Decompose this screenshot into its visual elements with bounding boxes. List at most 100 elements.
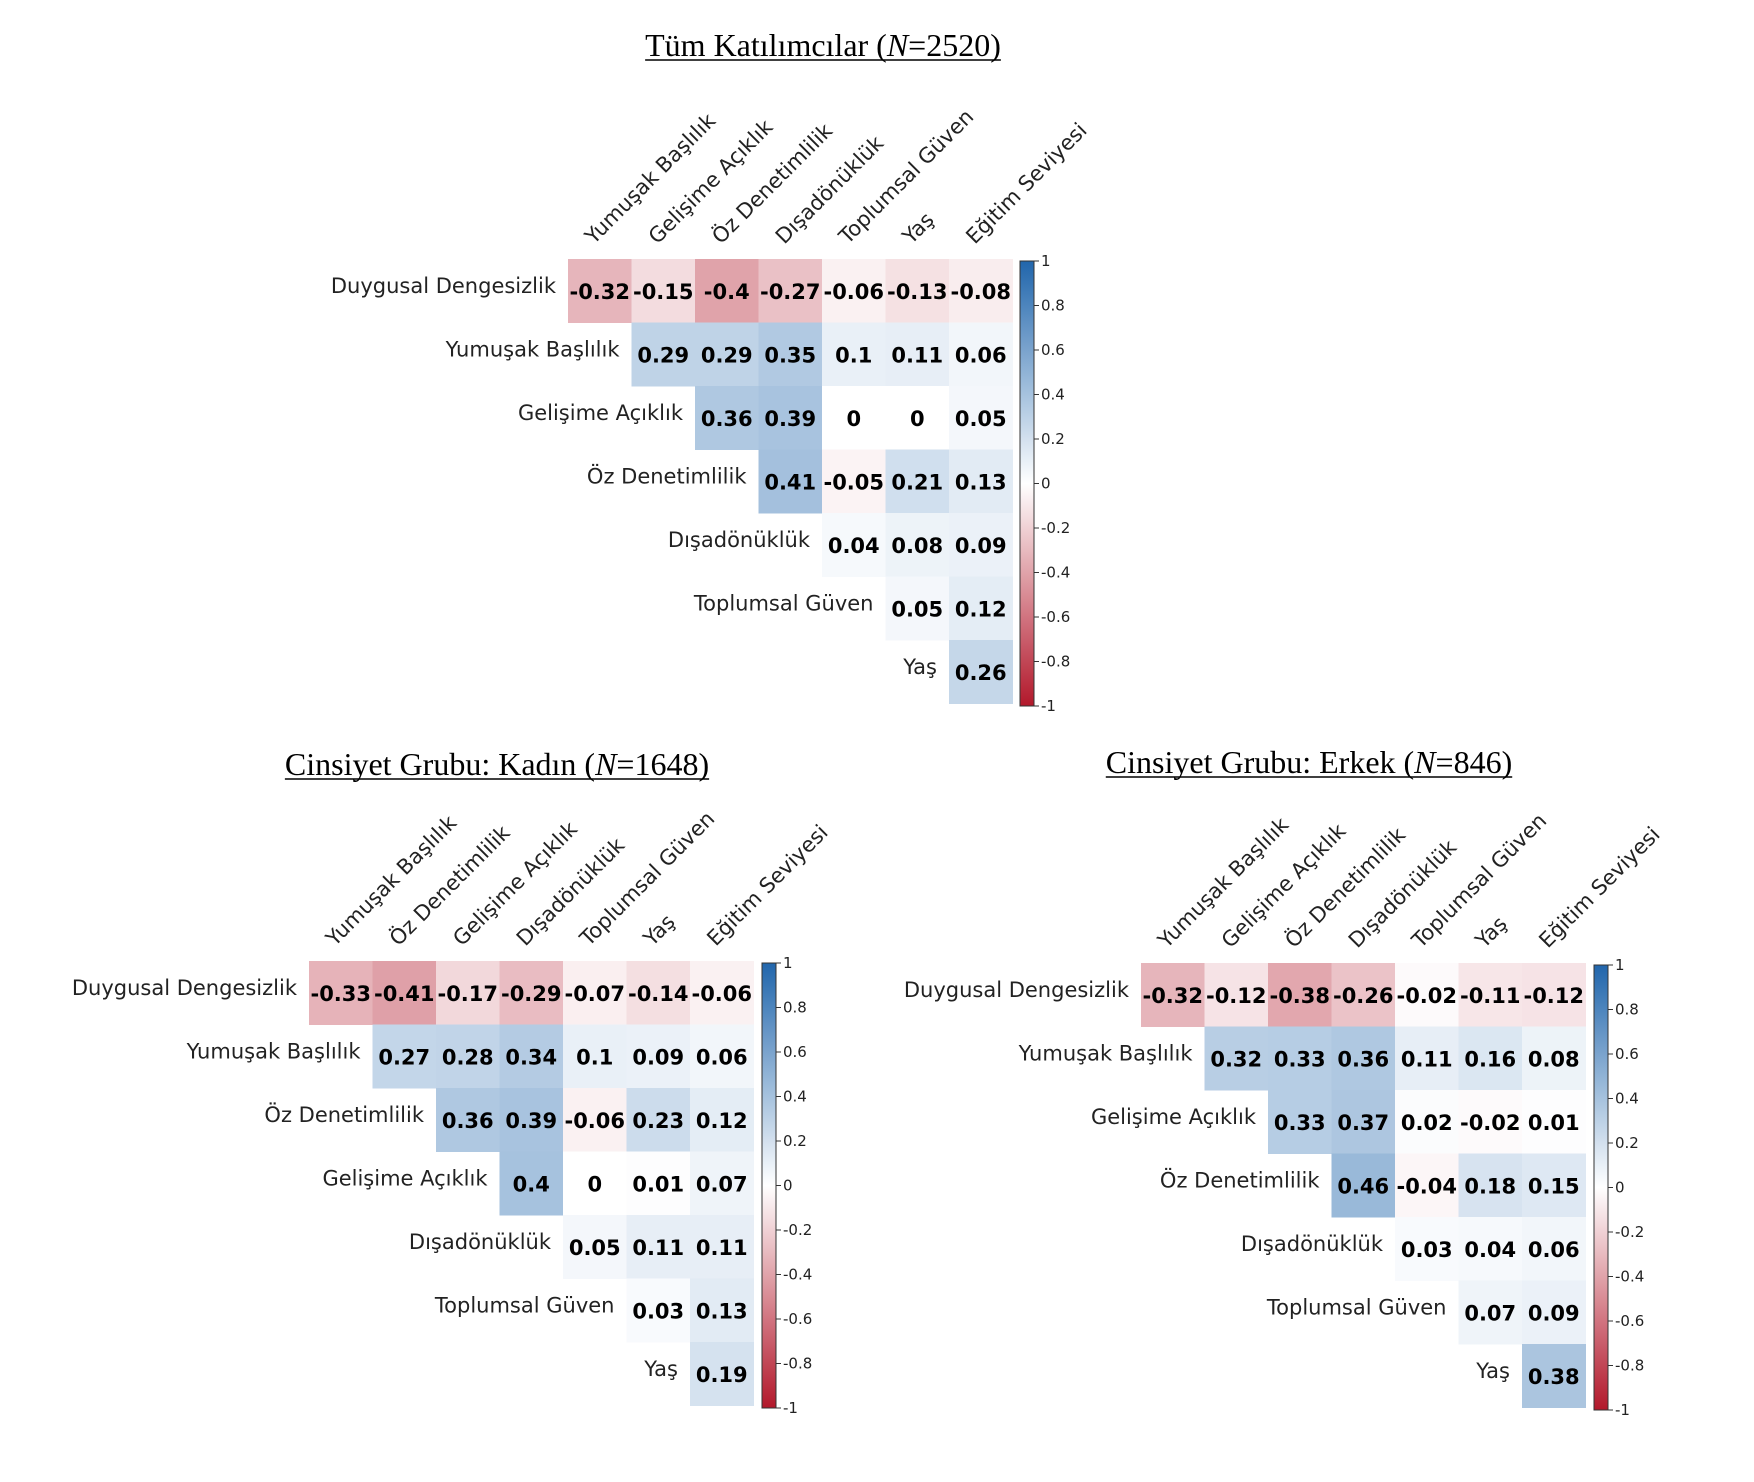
row-label: Yaş bbox=[1475, 1359, 1510, 1383]
row-label: Gelişime Açıklık bbox=[518, 401, 684, 425]
row-label: Gelişime Açıklık bbox=[322, 1166, 488, 1190]
cell-value-label: -0.06 bbox=[564, 1109, 625, 1133]
panel-title: Cinsiyet Grubu: Kadın (N=1648) bbox=[285, 746, 709, 782]
heatmap-cell bbox=[626, 1215, 691, 1279]
heatmap-cell bbox=[436, 1024, 500, 1089]
column-label: Dışadönüklük bbox=[771, 131, 889, 249]
row-label: Toplumsal Güven bbox=[434, 1293, 615, 1317]
row-label: Dışadönüklük bbox=[1241, 1232, 1384, 1256]
cell-value-label: 0.09 bbox=[632, 1045, 684, 1069]
cell-value-label: 0.08 bbox=[1528, 1047, 1580, 1071]
cell-value-label: 0.11 bbox=[891, 343, 943, 367]
heatmap-cell bbox=[499, 961, 564, 1025]
cell-value-label: -0.27 bbox=[760, 280, 821, 304]
cell-value-label: 0.21 bbox=[891, 470, 943, 494]
column-label: Eğitim Seviyesi bbox=[702, 820, 832, 950]
heatmap-cell bbox=[436, 961, 500, 1025]
row-label: Öz Denetimlilik bbox=[587, 463, 747, 488]
colorbar-tick-label: 0.2 bbox=[783, 1132, 807, 1150]
colorbar-tick-label: 0.4 bbox=[783, 1088, 807, 1106]
heatmap-cell bbox=[1395, 1217, 1459, 1281]
colorbar-tick-label: -0.2 bbox=[1615, 1223, 1644, 1241]
heatmap-cell bbox=[631, 322, 696, 387]
heatmap-cell bbox=[885, 322, 950, 387]
cell-value-label: 0.07 bbox=[696, 1172, 748, 1196]
heatmap-cell bbox=[949, 576, 1013, 641]
heatmap-cell bbox=[499, 1088, 564, 1152]
cell-value-label: -0.17 bbox=[437, 982, 498, 1006]
heatmap-cell bbox=[1268, 1090, 1332, 1154]
colorbar-tick-label: 1 bbox=[783, 954, 793, 972]
heatmap-cell bbox=[1458, 1280, 1523, 1345]
heatmap-cell bbox=[758, 386, 823, 450]
cell-value-label: 0.46 bbox=[1337, 1174, 1389, 1198]
cell-value-label: 0.35 bbox=[764, 343, 816, 367]
cell-value-label: 0.29 bbox=[637, 343, 689, 367]
heatmap-cell bbox=[372, 1024, 437, 1089]
colorbar-tick-label: 0.6 bbox=[1615, 1045, 1639, 1063]
cell-value-label: -0.08 bbox=[950, 280, 1011, 304]
colorbar-tick-label: -0.8 bbox=[1041, 653, 1070, 671]
heatmap-cell bbox=[1458, 963, 1523, 1027]
cell-value-label: 0.41 bbox=[764, 470, 816, 494]
heatmap-cell bbox=[1395, 1153, 1459, 1218]
column-label: Eğitim Seviyesi bbox=[961, 118, 1091, 248]
heatmap-cell bbox=[1522, 1217, 1586, 1281]
cell-value-label: 0.33 bbox=[1274, 1111, 1326, 1135]
cell-value-label: 0.26 bbox=[955, 661, 1007, 685]
heatmap-cell bbox=[690, 1215, 754, 1279]
colorbar-tick-label: 1 bbox=[1615, 956, 1625, 974]
cell-value-label: 0.05 bbox=[569, 1236, 621, 1260]
heatmap-cell bbox=[690, 1088, 754, 1152]
panel-title: Tüm Katılımcılar (N=2520) bbox=[645, 27, 1001, 63]
row-label: Öz Denetimlilik bbox=[264, 1102, 424, 1127]
cell-value-label: 0.1 bbox=[835, 343, 872, 367]
colorbar-tick-label: -1 bbox=[1615, 1401, 1630, 1419]
cell-value-label: -0.07 bbox=[564, 982, 625, 1006]
cell-value-label: -0.02 bbox=[1460, 1111, 1521, 1135]
heatmap-cell bbox=[695, 259, 759, 323]
heatmap-cell bbox=[1522, 1090, 1586, 1154]
cell-value-label: -0.32 bbox=[569, 280, 630, 304]
panel-title: Cinsiyet Grubu: Erkek (N=846) bbox=[1106, 744, 1512, 780]
heatmap-cell bbox=[309, 961, 373, 1025]
cell-value-label: -0.12 bbox=[1523, 984, 1584, 1008]
cell-value-label: 0.19 bbox=[696, 1363, 748, 1387]
row-label: Yumuşak Başlılık bbox=[445, 337, 621, 361]
heatmap-cell bbox=[758, 322, 823, 387]
colorbar-tick-label: -0.8 bbox=[783, 1355, 812, 1373]
row-label: Toplumsal Güven bbox=[693, 591, 874, 615]
colorbar-tick-label: -0.6 bbox=[1041, 608, 1070, 626]
row-label: Dışadönüklük bbox=[409, 1230, 552, 1254]
cell-value-label: 0.15 bbox=[1528, 1174, 1580, 1198]
colorbar-tick-label: 0 bbox=[1041, 475, 1051, 493]
heatmap-cell bbox=[563, 1151, 627, 1216]
cell-value-label: 0.39 bbox=[505, 1109, 557, 1133]
heatmap-cell bbox=[1331, 1090, 1396, 1154]
cell-value-label: -0.29 bbox=[501, 982, 562, 1006]
colorbar-tick-label: 0.6 bbox=[1041, 341, 1065, 359]
row-label: Yaş bbox=[902, 655, 937, 679]
heatmap-panel-all: Tüm Katılımcılar (N=2520)-0.32 -0.15 -0.4-… bbox=[331, 27, 1092, 715]
colorbar-tick-label: 0.4 bbox=[1041, 386, 1065, 404]
heatmap-cell bbox=[822, 386, 886, 450]
row-label: Yumuşak Başlılık bbox=[186, 1039, 362, 1063]
cell-value-label: -0.32 bbox=[1142, 984, 1203, 1008]
cell-value-label: -0.04 bbox=[1396, 1174, 1457, 1198]
cell-value-label: 0.05 bbox=[891, 597, 943, 621]
colorbar-tick-label: -0.8 bbox=[1615, 1357, 1644, 1375]
cell-value-label: 0.09 bbox=[1528, 1301, 1580, 1325]
cell-value-label: 0.12 bbox=[955, 597, 1007, 621]
cell-value-label: -0.06 bbox=[823, 280, 884, 304]
row-label: Öz Denetimlilik bbox=[1160, 1167, 1320, 1192]
cell-value-label: 0.32 bbox=[1210, 1047, 1262, 1071]
heatmap-cell bbox=[499, 1151, 564, 1216]
colorbar-tick-label: 0 bbox=[1615, 1179, 1625, 1197]
cell-value-label: 0.36 bbox=[1337, 1047, 1389, 1071]
cell-value-label: 0.03 bbox=[1401, 1238, 1453, 1262]
cell-value-label: 0.08 bbox=[891, 534, 943, 558]
heatmap-cell bbox=[690, 961, 754, 1025]
heatmap-cell bbox=[695, 386, 759, 450]
heatmap-cell bbox=[626, 961, 691, 1025]
colorbar-tick-label: 0 bbox=[783, 1177, 793, 1195]
